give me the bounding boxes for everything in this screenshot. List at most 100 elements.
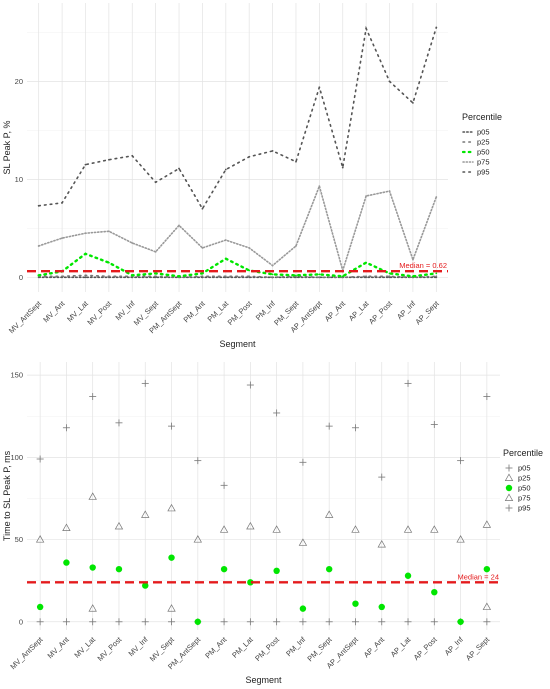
data-point-p95 <box>299 458 307 466</box>
data-point-p75 <box>351 525 360 533</box>
data-point-p50 <box>483 565 491 573</box>
data-point-p50 <box>84 252 87 255</box>
legend-swatch <box>505 484 513 492</box>
data-point-p75 <box>224 239 227 241</box>
data-point-p75 <box>84 232 87 235</box>
y-tick-label: 100 <box>10 453 23 462</box>
data-point-p05 <box>325 618 333 626</box>
data-point-p95 <box>273 409 281 417</box>
data-point-p05 <box>84 276 87 279</box>
legend-key-p25 <box>504 473 514 481</box>
data-point-p50 <box>168 554 175 561</box>
legend-label-p75: p75 <box>477 158 490 167</box>
legend-title: Percentile <box>462 112 502 122</box>
data-point-p75 <box>61 237 63 240</box>
data-point-p25 <box>435 275 438 278</box>
x-tick-label: MV_Lat <box>72 634 97 659</box>
y-tick-label: 50 <box>15 535 23 544</box>
data-point-p95 <box>248 155 251 158</box>
data-point-p50 <box>273 567 280 575</box>
data-point-p05 <box>430 618 438 626</box>
data-point-p75 <box>377 539 386 548</box>
data-point-p95 <box>201 207 204 210</box>
x-tick-label: AP_Post <box>412 634 440 662</box>
x-tick-label: MV_AntSept <box>7 298 44 335</box>
data-point-p50 <box>435 272 438 275</box>
x-tick-label: MV_Post <box>95 634 124 663</box>
data-point-p95 <box>224 168 227 171</box>
legend-swatch <box>504 493 514 501</box>
data-point-p50 <box>89 564 96 571</box>
data-point-p05 <box>351 618 359 626</box>
data-point-p95 <box>61 201 63 204</box>
data-point-p95 <box>404 379 412 387</box>
data-point-p05 <box>220 618 228 626</box>
legend-label-p75: p75 <box>518 494 531 503</box>
data-point-p25 <box>154 275 157 278</box>
data-point-p50 <box>142 582 149 589</box>
data-point-p50 <box>271 273 274 276</box>
legend-key-p75 <box>504 493 514 501</box>
legend-label-p50: p50 <box>477 148 490 157</box>
data-point-p50 <box>388 272 391 275</box>
data-point-p75 <box>412 258 414 261</box>
data-point-p50 <box>404 572 412 579</box>
x-tick-label: AP_Lat <box>389 634 413 658</box>
data-point-p95 <box>37 204 40 207</box>
data-point-p95 <box>168 422 176 430</box>
data-point-p05 <box>378 618 386 626</box>
data-point-p05 <box>299 618 307 626</box>
data-point-p50 <box>457 618 464 625</box>
data-point-p75 <box>114 521 124 530</box>
data-point-p75 <box>219 525 229 533</box>
x-axis-title: Segment <box>219 339 256 349</box>
data-point-p50 <box>224 257 227 260</box>
data-point-p50 <box>131 274 134 277</box>
data-point-p50 <box>201 272 204 275</box>
series-line-p50 <box>37 252 438 278</box>
series-p50 <box>37 252 438 278</box>
series-line-p25 <box>37 274 438 279</box>
y-tick-label: 0 <box>19 617 23 626</box>
data-point-p75 <box>178 224 180 227</box>
series-line-p75 <box>37 183 438 274</box>
data-point-p75 <box>435 196 438 198</box>
data-point-p05 <box>273 618 281 626</box>
y-axis-title: Time to SL Peak P, ms <box>2 450 12 541</box>
data-point-p50 <box>178 275 180 278</box>
data-point-p50 <box>378 603 385 611</box>
data-point-p95 <box>430 420 438 428</box>
data-point-p25 <box>388 275 391 278</box>
x-tick-label: PM_Ant <box>203 634 229 660</box>
x-tick-label: PM_Ant <box>182 298 208 324</box>
data-point-p75 <box>271 264 274 267</box>
legend-key-p50 <box>505 484 513 492</box>
data-point-p95 <box>115 419 123 427</box>
data-point-p95 <box>457 457 465 465</box>
data-point-p75 <box>107 230 110 233</box>
data-point-p50 <box>115 565 123 573</box>
x-tick-label: MV_Inf <box>126 634 150 658</box>
grid <box>27 362 500 630</box>
data-point-p25 <box>271 276 274 279</box>
legend-label-p25: p25 <box>518 474 531 483</box>
data-point-p95 <box>107 158 110 161</box>
series-p95 <box>36 379 491 489</box>
data-point-p95 <box>220 481 228 489</box>
x-tick-label: AP_Ant <box>362 634 387 659</box>
data-point-p75 <box>154 250 157 253</box>
data-point-p05 <box>483 618 491 626</box>
data-point-p75 <box>62 523 71 532</box>
legend-key-p95 <box>505 504 513 512</box>
data-point-p95 <box>318 86 321 89</box>
data-point-p95 <box>131 154 134 157</box>
data-point-p25 <box>482 602 492 610</box>
data-point-p75 <box>403 525 413 533</box>
data-point-p25 <box>224 275 227 278</box>
x-tick-label: PM_Lat <box>230 634 255 659</box>
data-point-p75 <box>456 535 465 543</box>
grid <box>27 3 448 292</box>
data-point-p75 <box>141 510 150 518</box>
